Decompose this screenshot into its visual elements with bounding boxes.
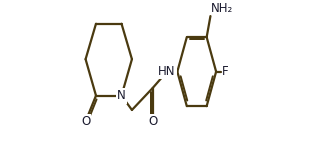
Text: HN: HN	[158, 65, 176, 78]
Text: F: F	[222, 65, 228, 78]
Text: NH₂: NH₂	[211, 2, 233, 15]
Text: N: N	[117, 89, 126, 102]
Text: O: O	[148, 115, 157, 128]
Text: O: O	[81, 115, 90, 128]
